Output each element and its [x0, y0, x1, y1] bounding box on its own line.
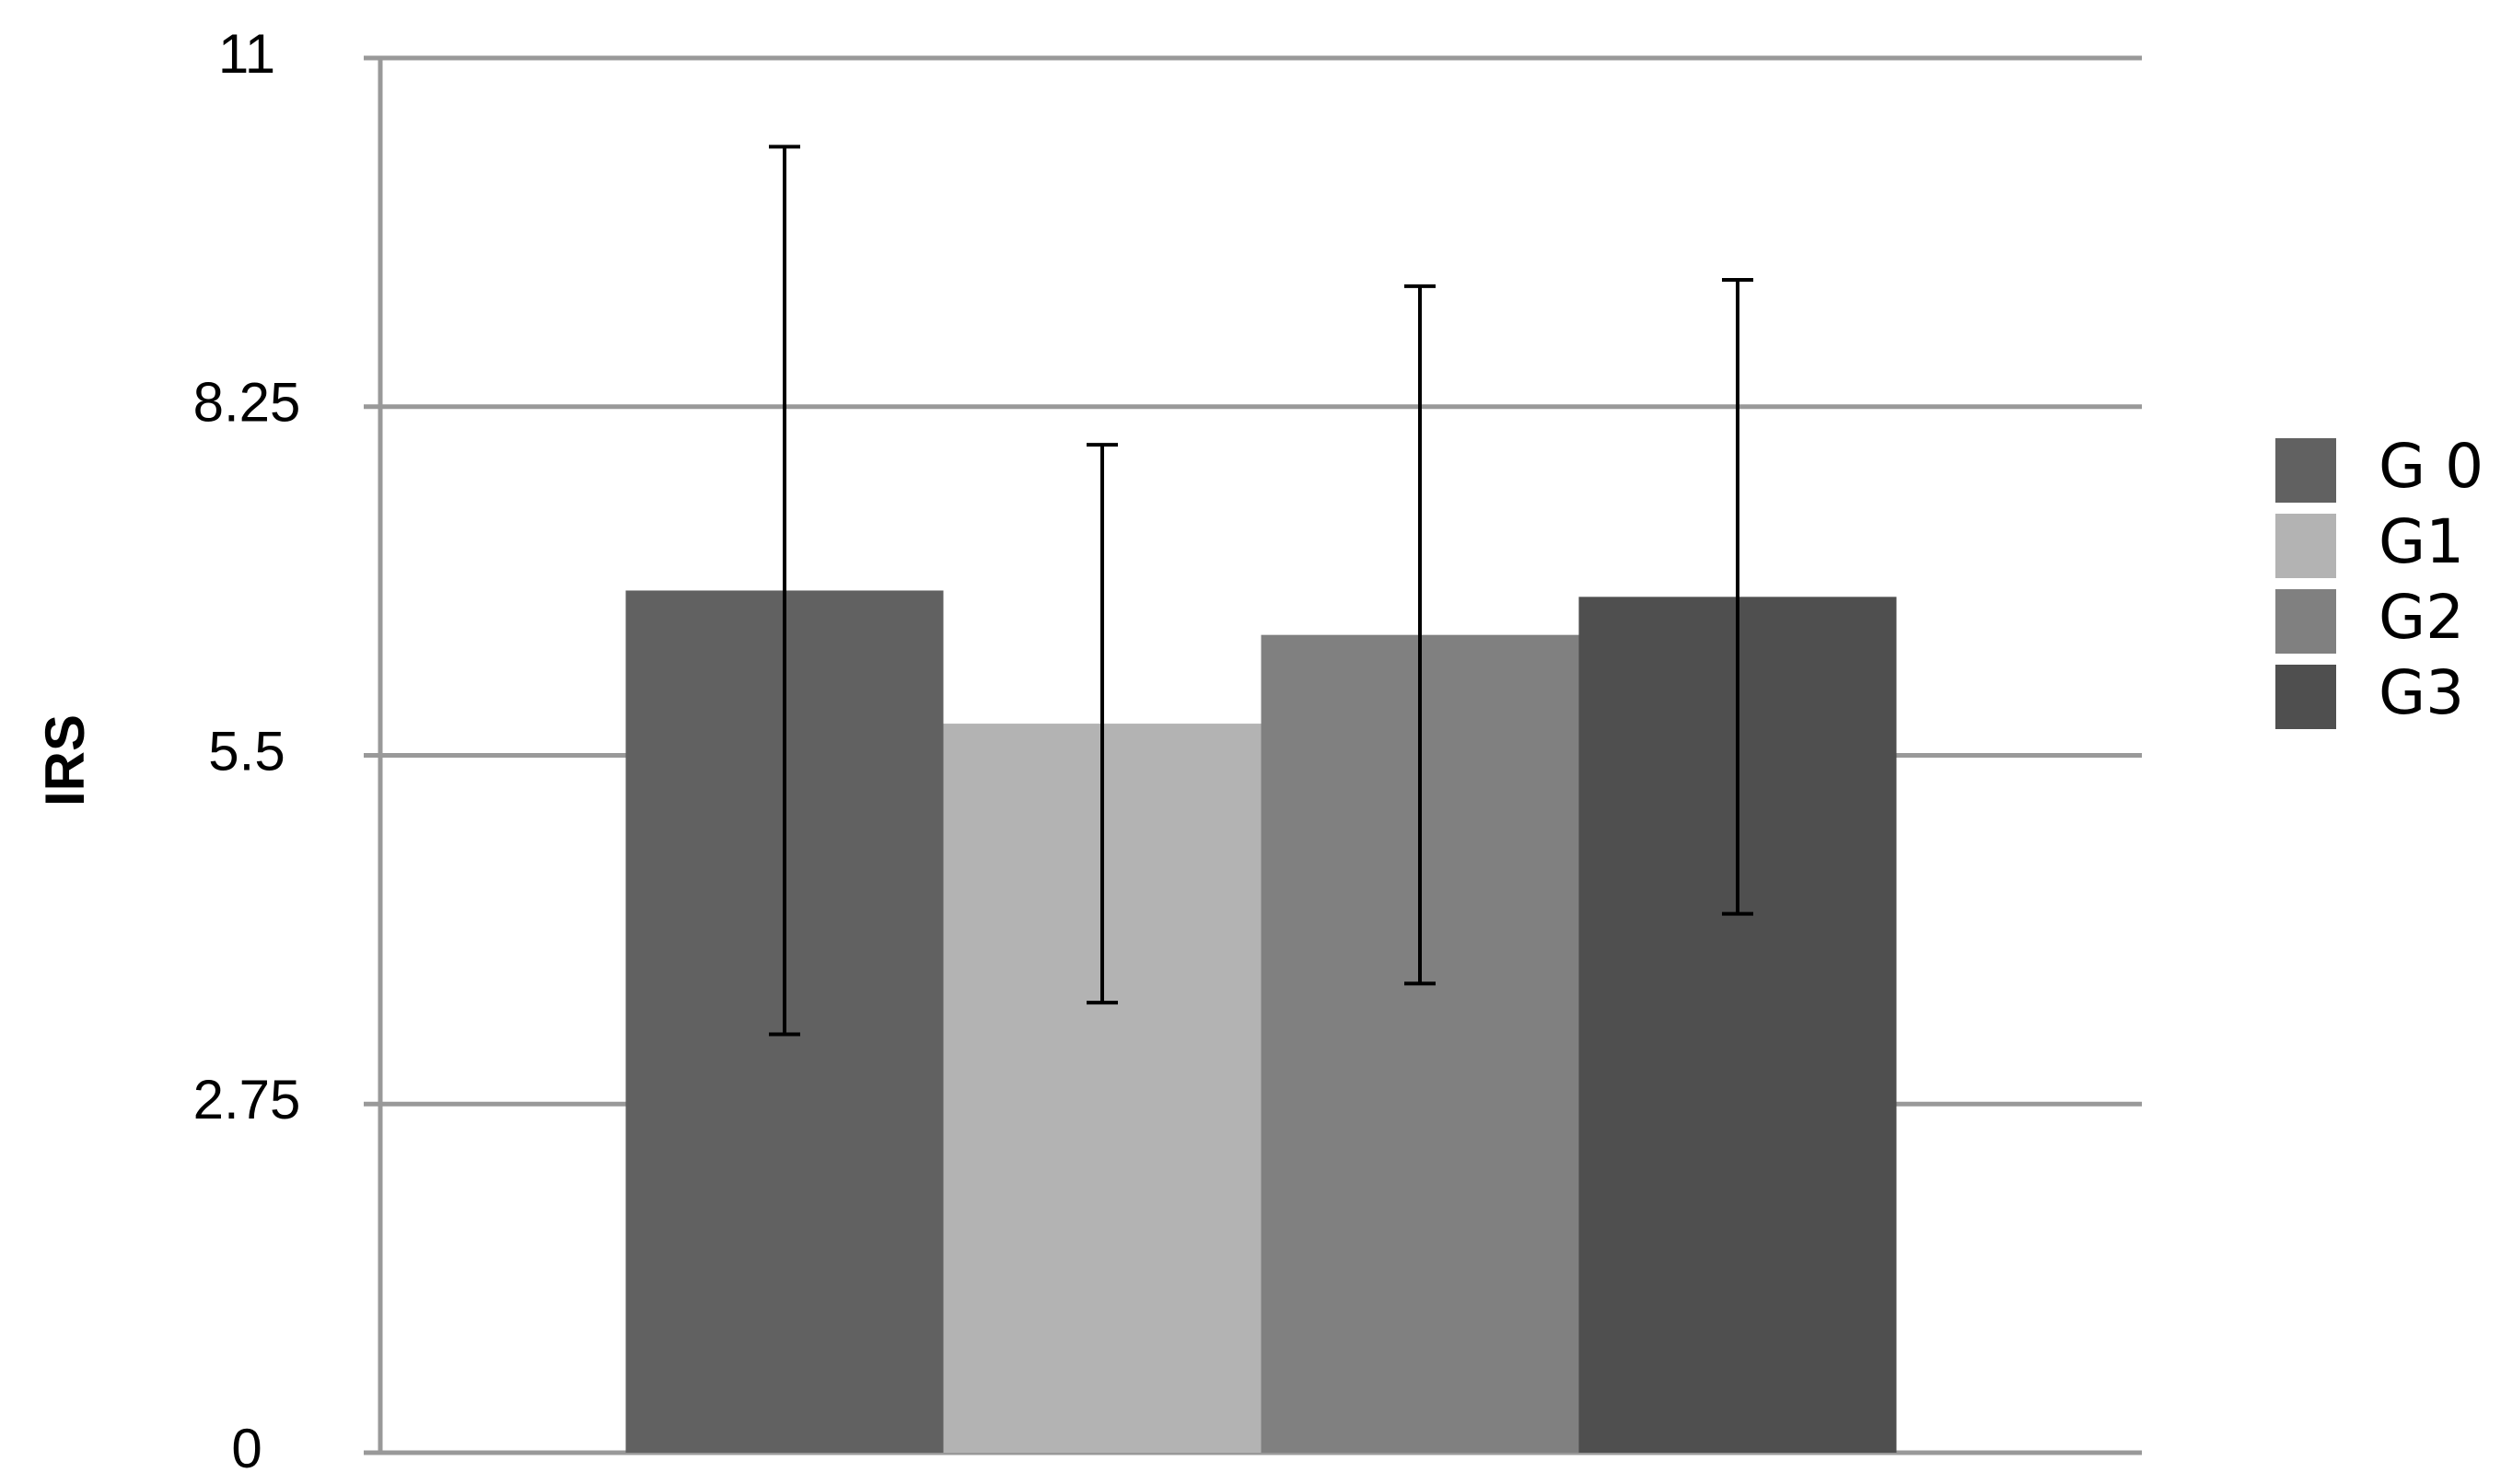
error-bar	[769, 145, 800, 1037]
error-bar	[1722, 278, 1753, 916]
y-tick-label: 8.25	[193, 372, 301, 434]
legend-swatch	[2275, 438, 2336, 503]
legend-swatch	[2275, 665, 2336, 729]
legend-label: G1	[2379, 506, 2464, 577]
legend-label: G3	[2379, 657, 2464, 728]
error-bar	[1404, 284, 1436, 986]
y-tick-label: 2.75	[193, 1069, 301, 1130]
legend-swatch	[2275, 589, 2336, 654]
y-axis-label: IRS	[34, 714, 96, 806]
legend-label: G2	[2379, 582, 2464, 653]
y-tick-label: 5.5	[208, 720, 285, 782]
y-tick-label: 0	[231, 1418, 262, 1479]
legend-label: G 0	[2379, 431, 2484, 502]
error-bar	[1087, 443, 1118, 1005]
legend-swatch	[2275, 514, 2336, 578]
y-tick-label: 11	[218, 23, 275, 85]
